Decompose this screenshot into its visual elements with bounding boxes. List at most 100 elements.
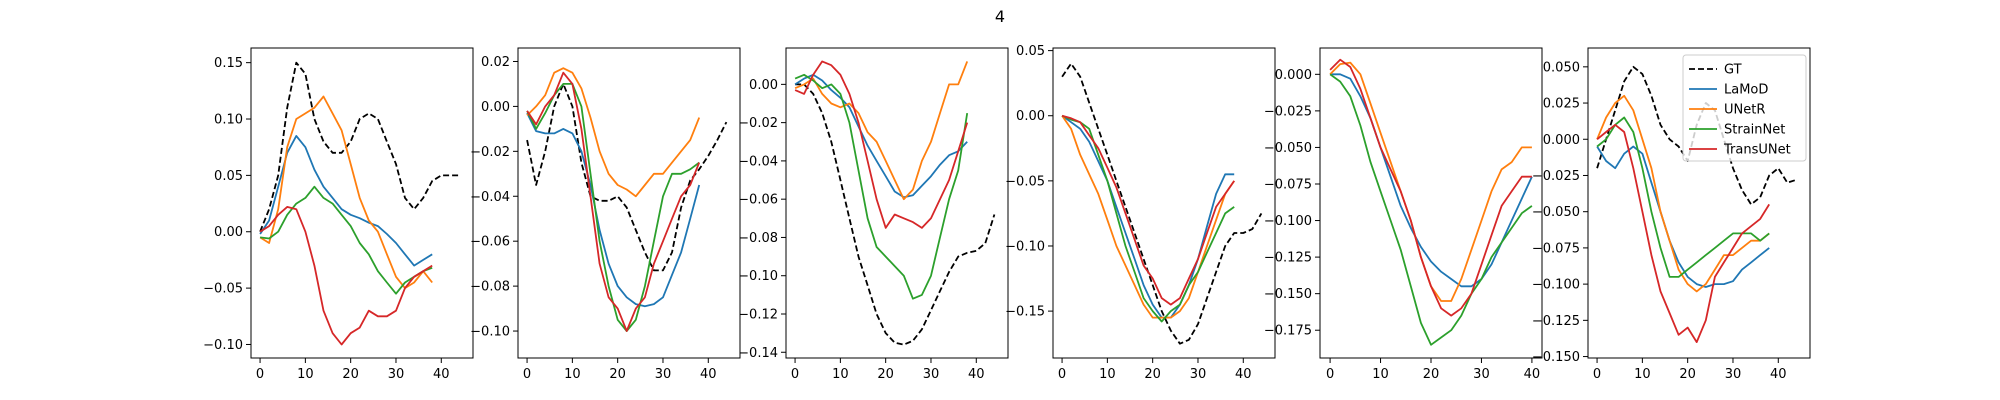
x-tick-label: 40: [1235, 367, 1252, 382]
series-line-transunet: [794, 60, 969, 229]
y-tick-label: −0.075: [1264, 177, 1312, 192]
y-tick-label: −0.04: [470, 190, 510, 205]
y-tick-label: −0.05: [203, 282, 243, 297]
series-line-strainnet: [1061, 114, 1235, 323]
y-tick-label: −0.125: [1532, 314, 1580, 329]
series-line-gt: [259, 61, 460, 233]
y-tick-label: −0.10: [738, 269, 778, 284]
series-group: [259, 61, 460, 346]
series-line-lamod: [1330, 73, 1533, 288]
y-tick-label: 0.025: [1543, 97, 1580, 112]
y-tick-label: −0.04: [738, 154, 778, 169]
y-tick-label: −0.175: [1264, 324, 1312, 339]
series-line-lamod: [526, 112, 701, 308]
series-line-transunet: [1061, 114, 1235, 306]
series-line-unetr: [794, 61, 969, 201]
y-tick-label: −0.12: [738, 307, 778, 322]
x-tick-label: 20: [877, 367, 894, 382]
series-line-lamod: [1596, 145, 1770, 288]
series-line-lamod: [259, 134, 433, 267]
series-line-strainnet: [794, 73, 969, 300]
y-tick-label: −0.150: [1264, 287, 1312, 302]
legend-label: UNetR: [1724, 103, 1765, 118]
series-line-lamod: [794, 73, 968, 199]
y-tick-label: 0.00: [1016, 109, 1045, 124]
y-tick-label: 0.00: [214, 225, 243, 240]
x-tick-label: 10: [1372, 367, 1389, 382]
series-line-gt: [526, 83, 728, 272]
series-line-lamod: [1061, 114, 1235, 319]
series-group: [526, 67, 728, 332]
legend-label: TransUNet: [1723, 143, 1791, 158]
axes-frame: [250, 47, 474, 359]
figure-suptitle: 4: [995, 7, 1005, 26]
series-line-transunet: [259, 205, 433, 346]
y-tick-label: −0.075: [1532, 241, 1580, 256]
y-tick-label: −0.05: [1005, 174, 1045, 189]
y-tick-label: −0.02: [470, 145, 510, 160]
legend-label: GT: [1724, 63, 1742, 78]
axes-frame: [517, 47, 741, 359]
series-line-transunet: [526, 71, 701, 332]
axes-frame: [785, 47, 1009, 359]
y-tick-label: 0.000: [1275, 68, 1312, 83]
x-tick-label: 40: [433, 367, 450, 382]
y-tick-label: 0.05: [214, 169, 243, 184]
x-tick-label: 0: [523, 367, 531, 382]
series-line-gt: [795, 83, 996, 346]
y-tick-label: −0.150: [1532, 350, 1580, 365]
x-tick-label: 30: [1473, 367, 1490, 382]
legend-label: LaMoD: [1724, 83, 1768, 98]
x-tick-label: 0: [791, 367, 799, 382]
panel-1: 0 10 20 30 40 −0.10 −0.05 0.00 0.05 0.10 0.15: [203, 47, 474, 382]
legend-box: [1682, 54, 1807, 162]
y-tick-label: 0.02: [481, 55, 510, 70]
y-tick-label: −0.050: [1532, 205, 1580, 220]
y-tick-label: −0.15: [1005, 305, 1045, 320]
y-tick-label: 0.15: [214, 56, 243, 71]
x-tick-label: 20: [1144, 367, 1161, 382]
series-group: [794, 60, 996, 346]
x-tick-label: 0: [1593, 367, 1601, 382]
y-tick-label: −0.100: [1532, 278, 1580, 293]
series-group: [1329, 58, 1533, 346]
series-line-unetr: [259, 95, 433, 290]
x-tick-label: 30: [923, 367, 940, 382]
x-tick-label: 20: [1679, 367, 1696, 382]
y-tick-label: 0.000: [1543, 133, 1580, 148]
x-tick-label: 30: [655, 367, 672, 382]
series-line-strainnet: [1329, 73, 1533, 346]
panel-2: 0 10 20 30 40 −0.10 −0.08 −0.06 −0.04 −0.02 0.00 0.…: [470, 47, 741, 382]
legend-label: StrainNet: [1724, 123, 1785, 138]
series-line-gt: [1061, 62, 1263, 345]
x-tick-label: 10: [297, 367, 314, 382]
y-tick-label: −0.025: [1264, 104, 1312, 119]
series-line-transunet: [1596, 123, 1770, 344]
x-tick-label: 20: [342, 367, 359, 382]
series-line-unetr: [1061, 115, 1235, 319]
x-tick-label: 40: [700, 367, 717, 382]
y-tick-label: −0.08: [470, 280, 510, 295]
x-tick-label: 20: [1423, 367, 1440, 382]
series-line-unetr: [526, 67, 701, 198]
x-tick-label: 40: [1770, 367, 1787, 382]
y-tick-label: −0.06: [738, 193, 778, 208]
y-tick-label: −0.10: [470, 325, 510, 340]
x-tick-label: 40: [1524, 367, 1541, 382]
x-tick-label: 0: [1058, 367, 1066, 382]
y-tick-label: −0.100: [1264, 214, 1312, 229]
axes-frame: [1587, 47, 1811, 359]
y-tick-label: −0.06: [470, 235, 510, 250]
axes-frame: [1052, 47, 1276, 359]
x-tick-label: 30: [1190, 367, 1207, 382]
legend: GT LaMoD UNetR StrainNet TransUNet: [1682, 54, 1807, 162]
y-tick-label: 0.00: [749, 78, 778, 93]
panel-5: 0 10 20 30 40 −0.175 −0.150 −0.125 −0.100 −0.075 −…: [1264, 47, 1543, 382]
x-tick-label: 10: [832, 367, 849, 382]
y-tick-label: −0.02: [738, 116, 778, 131]
y-tick-label: −0.10: [203, 338, 243, 353]
y-tick-label: 0.10: [214, 113, 243, 128]
axes-frame: [1319, 47, 1543, 359]
x-tick-label: 10: [1634, 367, 1651, 382]
